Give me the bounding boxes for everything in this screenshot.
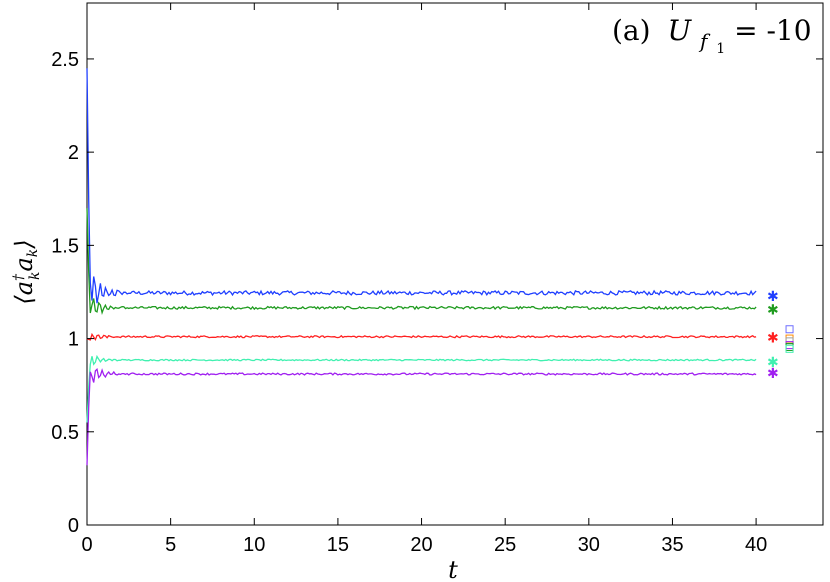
y-axis-label: ⟨a†kak⟩	[10, 239, 43, 304]
x-tick-label: 40	[745, 534, 767, 556]
star-marker-3: ✱	[767, 331, 779, 347]
y-tick-label: 0.5	[51, 422, 79, 444]
y-tick-label: 1	[68, 329, 79, 351]
series-line-3	[86, 332, 757, 342]
square-marker-2	[785, 334, 794, 343]
series-line-2	[86, 208, 757, 316]
square-marker-6	[785, 344, 794, 353]
x-tick-label: 35	[661, 534, 683, 556]
plot-area-border	[86, 2, 824, 526]
y-tick-label: 2	[68, 142, 79, 164]
star-marker-5: ✱	[767, 366, 779, 382]
x-tick-label: 25	[494, 534, 516, 556]
star-marker-2: ✱	[767, 303, 779, 319]
annotation-sub: f	[698, 29, 711, 53]
x-tick-label: 0	[81, 534, 92, 556]
annotation-rest: = -10	[734, 14, 811, 47]
annotation-subsub: 1	[716, 41, 725, 57]
series-line-5	[86, 368, 757, 466]
x-tick-label: 15	[327, 534, 349, 556]
chart-annotation: (a) U f 1 = -10	[612, 14, 812, 60]
x-tick-label: 10	[243, 534, 265, 556]
x-tick-label: 30	[578, 534, 600, 556]
series-line-1	[86, 68, 757, 304]
star-marker-1: ✱	[767, 289, 779, 305]
plot-frame	[86, 2, 824, 526]
series-layer	[86, 68, 757, 466]
tick-layer: 0 5 10 15 20 25 30 35 40 0 0.5 1 1.5 2 2.5	[51, 3, 823, 556]
x-axis-label: t	[448, 556, 458, 582]
star-marker-4: ✱	[767, 355, 779, 371]
annotation-prefix: (a)	[612, 14, 651, 47]
y-tick-label: 0	[68, 515, 79, 537]
x-tick-label: 5	[165, 534, 176, 556]
annotation-var: U	[667, 14, 692, 47]
x-tick-label: 20	[410, 534, 432, 556]
square-marker-1	[785, 325, 794, 334]
marker-layer: ✱✱✱✱✱	[767, 289, 794, 382]
y-tick-label: 2.5	[51, 49, 79, 71]
series-line-4	[86, 354, 757, 423]
y-tick-label: 1.5	[51, 235, 79, 257]
